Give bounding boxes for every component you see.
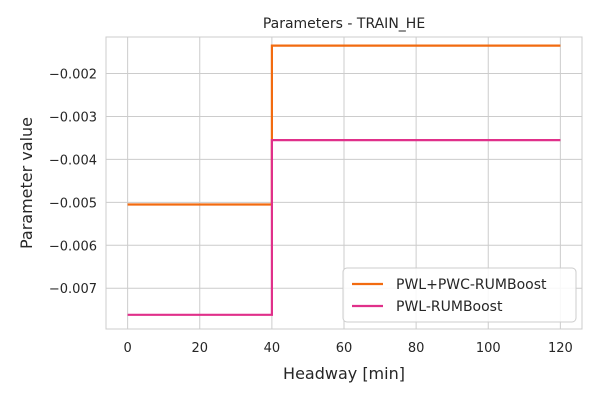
y-tick-label: −0.007: [49, 282, 97, 297]
x-tick-label: 20: [191, 341, 208, 356]
series-line-2: [127, 139, 561, 316]
y-axis-label: Parameter value: [17, 117, 36, 249]
x-axis-label: Headway [min]: [283, 364, 405, 383]
series-line-1: [127, 44, 561, 206]
x-tick-label: 40: [264, 341, 281, 356]
x-tick-labels: 0 20 40 60 80 100 120: [123, 341, 572, 356]
x-tick-label: 80: [408, 341, 425, 356]
legend-entry-label: PWL+PWC-RUMBoost: [396, 277, 547, 293]
y-tick-labels: −0.007 −0.006 −0.005 −0.004 −0.003 −0.002: [49, 68, 97, 298]
x-tick-label: 100: [476, 341, 501, 356]
x-tick-label: 0: [123, 341, 131, 356]
legend-box: [342, 267, 577, 323]
x-tick-label: 60: [336, 341, 353, 356]
x-tick-label: 120: [548, 341, 573, 356]
legend-entry-label: PWL-RUMBoost: [396, 299, 503, 315]
y-tick-label: −0.006: [49, 239, 97, 254]
y-tick-label: −0.002: [49, 68, 97, 83]
series-layer: [127, 44, 561, 316]
y-tick-label: −0.003: [49, 110, 97, 125]
chart-title: Parameters - TRAIN_HE: [263, 16, 425, 32]
grid: [106, 37, 582, 329]
y-tick-label: −0.004: [49, 153, 97, 168]
plot-frame: [105, 36, 583, 330]
legend: PWL+PWC-RUMBoost PWL-RUMBoost: [342, 267, 577, 323]
y-tick-label: −0.005: [49, 196, 97, 211]
